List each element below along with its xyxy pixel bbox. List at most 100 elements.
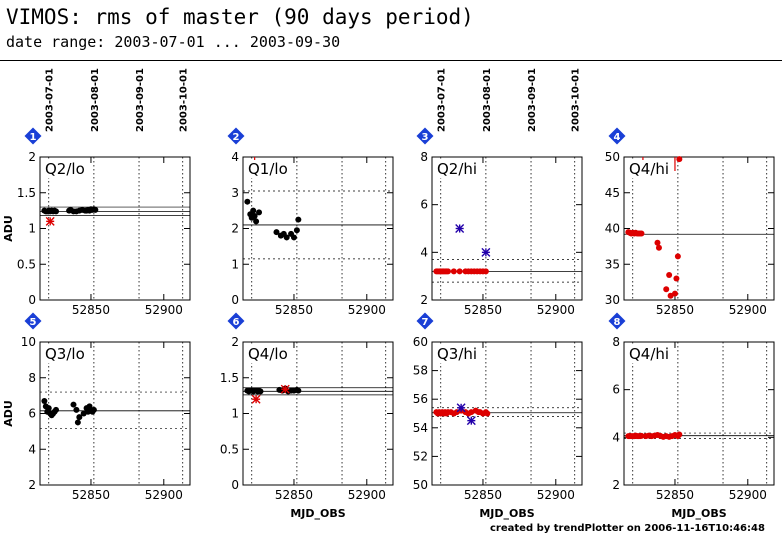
panel-1: 0 0.5 1 1.5 2 52850 52900 Q2/lo 1 ADU 2003-07-01 20…	[2, 68, 191, 317]
panel-label: Q4/hi	[629, 345, 669, 363]
panel-badge-1: 1	[24, 127, 42, 145]
plot-frame	[623, 156, 775, 301]
y-tick-label: 2	[231, 335, 239, 349]
x-tick-label: 52900	[537, 488, 575, 502]
y-tick-label: 35	[605, 257, 620, 271]
data-point	[70, 401, 77, 408]
y-tick-label: 0	[28, 293, 36, 307]
data-point	[673, 275, 680, 282]
star-point	[481, 247, 491, 257]
data-point	[654, 239, 661, 246]
badge-number: 6	[233, 317, 240, 328]
y-tick-label: 2	[420, 293, 428, 307]
data-point	[92, 206, 99, 213]
panel-5: 2 4 6 8 10 52850 52900 Q3/lo 5 ADU	[2, 312, 191, 502]
panel-badge-5: 5	[24, 312, 42, 330]
x-tick-label: 52850	[275, 303, 313, 317]
star-point	[466, 416, 476, 426]
date-tick-label: 2003-08-01	[482, 68, 493, 132]
y-tick-label: 50	[413, 478, 428, 492]
y-tick-label: 40	[605, 222, 620, 236]
plot-frame	[242, 341, 394, 486]
date-range-subtitle: date range: 2003-07-01 ... 2003-09-30	[6, 33, 341, 51]
y-tick-label: 54	[413, 421, 428, 435]
x-tick-label: 52850	[72, 488, 110, 502]
date-tick-label: 2003-08-01	[90, 68, 101, 132]
y-tick-label: 0	[231, 293, 239, 307]
x-tick-label: 52850	[656, 488, 694, 502]
star-point	[45, 216, 55, 226]
x-axis-label: MJD_OBS	[290, 507, 345, 520]
y-tick-label: 0.5	[220, 442, 239, 456]
y-tick-label: 50	[605, 150, 620, 164]
panel-badge-7: 7	[416, 312, 434, 330]
panel-label-bg	[435, 345, 480, 363]
y-tick-label: 56	[413, 392, 428, 406]
x-tick-label: 52900	[145, 303, 183, 317]
y-tick-label: 4	[28, 442, 36, 456]
data-point	[53, 208, 60, 215]
panel-badge-6: 6	[227, 312, 245, 330]
badge-diamond	[416, 312, 434, 330]
data-point	[251, 212, 258, 219]
data-point	[244, 198, 251, 205]
y-tick-label: 8	[28, 371, 36, 385]
title-divider	[0, 60, 782, 61]
y-tick-label: 4	[420, 245, 428, 259]
panel-label: Q1/lo	[248, 160, 288, 178]
x-axis-label: MJD_OBS	[479, 507, 534, 520]
badge-number: 3	[422, 132, 429, 143]
y-tick-label: 2	[231, 222, 239, 236]
data-point	[638, 432, 645, 439]
y-tick-label: 4	[612, 430, 620, 444]
x-tick-label: 52850	[275, 488, 313, 502]
x-tick-label: 52900	[729, 303, 767, 317]
data-point	[256, 209, 263, 216]
data-point	[293, 227, 300, 234]
plot-frame	[39, 156, 191, 301]
data-point	[45, 405, 52, 412]
y-tick-label: 6	[420, 198, 428, 212]
data-point	[674, 253, 681, 260]
data-point	[676, 431, 683, 438]
data-point	[257, 388, 264, 395]
panel-badge-4: 4	[608, 127, 626, 145]
x-tick-label: 52850	[464, 303, 502, 317]
data-point	[295, 216, 302, 223]
y-tick-label: 1	[231, 257, 239, 271]
data-point	[666, 271, 673, 278]
date-tick-label: 2003-10-01	[571, 68, 582, 132]
y-tick-label: 60	[413, 335, 428, 349]
y-tick-label: 0	[231, 478, 239, 492]
data-point	[41, 397, 48, 404]
data-point	[482, 268, 489, 275]
panel-label: Q4/lo	[248, 345, 288, 363]
y-tick-label: 10	[21, 335, 36, 349]
panel-label-bg	[246, 160, 291, 178]
badge-number: 7	[422, 317, 429, 328]
footer-credit: created by trendPlotter on 2006-11-16T10…	[490, 523, 765, 534]
y-tick-label: 58	[413, 364, 428, 378]
y-tick-label: 1	[231, 407, 239, 421]
badge-number: 5	[30, 317, 37, 328]
plot-frame	[623, 341, 775, 486]
panel-label-bg	[246, 345, 291, 363]
y-tick-label: 6	[612, 383, 620, 397]
data-point	[663, 286, 670, 293]
x-tick-label: 52900	[537, 303, 575, 317]
data-point	[445, 268, 452, 275]
panel-label: Q2/hi	[437, 160, 477, 178]
data-point	[655, 244, 662, 251]
badge-diamond	[608, 312, 626, 330]
y-tick-label: 45	[605, 186, 620, 200]
data-point	[74, 419, 81, 426]
panel-2: 0 1 2 3 4 52850 52900 Q1/lo 2	[227, 127, 394, 317]
y-tick-label: 6	[28, 407, 36, 421]
data-point	[295, 387, 302, 394]
panel-4: 30 35 40 45 50 52850 52900 Q4/hi 4	[605, 127, 775, 317]
star-point	[455, 224, 465, 233]
plot-frame	[431, 156, 583, 301]
data-point	[73, 406, 80, 413]
y-tick-label: 2	[28, 150, 36, 164]
